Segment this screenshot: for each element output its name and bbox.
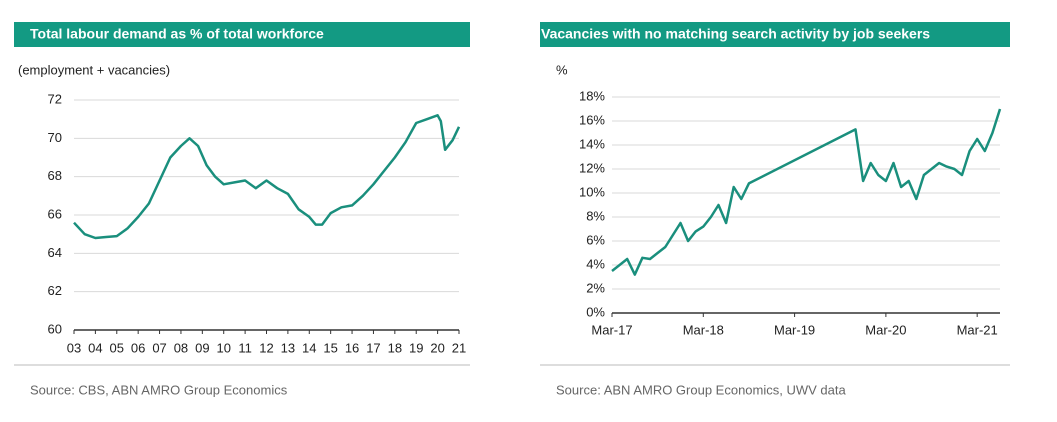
y-tick-label: 10% [579,184,605,199]
x-tick-label: Mar-17 [591,322,632,337]
chart-title: Total labour demand as % of total workfo… [30,26,324,42]
x-tick-label: 05 [110,340,124,355]
x-tick-label: 20 [430,340,444,355]
y-tick-label: 72 [48,91,62,106]
source: Source: CBS, ABN AMRO Group Economics [30,382,288,397]
line [611,108,1002,276]
y-tick-label: 16% [579,112,605,127]
y-tick-label: 0% [586,304,605,319]
x-tick-label: Mar-19 [774,322,815,337]
y-tick-label: 12% [579,160,605,175]
x-tick-label: 07 [152,340,166,355]
y-tick-label: 68 [48,168,62,183]
y-tick-label: 60 [48,321,62,336]
x-tick-label: 04 [88,340,102,355]
x-tick-label: 19 [409,340,423,355]
y-tick-label: 66 [48,206,62,221]
title-bar [540,22,1010,47]
source: Source: ABN AMRO Group Economics, UWV da… [556,382,846,397]
title-bar [14,22,470,47]
x-tick-label: Mar-18 [683,322,724,337]
x-tick-label: 14 [302,340,316,355]
y-tick-label: 8% [586,208,605,223]
x-tick-label: 09 [195,340,209,355]
subtitle: % [556,62,568,77]
y-tick-label: 70 [48,130,62,145]
y-tick-label: 62 [48,283,62,298]
line [73,114,461,240]
x-tick-label: 13 [281,340,295,355]
x-tick-label: 11 [238,340,252,355]
x-tick-label: Mar-20 [865,322,906,337]
x-tick-label: 17 [366,340,380,355]
chart-title: Vacancies with no matching search activi… [541,26,930,42]
y-tick-label: 6% [586,232,605,247]
y-tick-label: 18% [579,88,605,103]
x-tick-label: 15 [323,340,337,355]
x-tick-label: 03 [67,340,81,355]
x-tick-label: 08 [174,340,188,355]
x-tick-label: 18 [388,340,402,355]
subtitle: (employment + vacancies) [18,62,170,77]
x-tick-label: 12 [259,340,273,355]
x-tick-label: 16 [345,340,359,355]
y-tick-label: 64 [48,245,62,260]
y-tick-label: 4% [586,256,605,271]
y-tick-label: 2% [586,280,605,295]
y-tick-label: 14% [579,136,605,151]
x-tick-label: Mar-21 [957,322,998,337]
x-tick-label: 21 [452,340,466,355]
x-tick-label: 06 [131,340,145,355]
x-tick-label: 10 [216,340,230,355]
